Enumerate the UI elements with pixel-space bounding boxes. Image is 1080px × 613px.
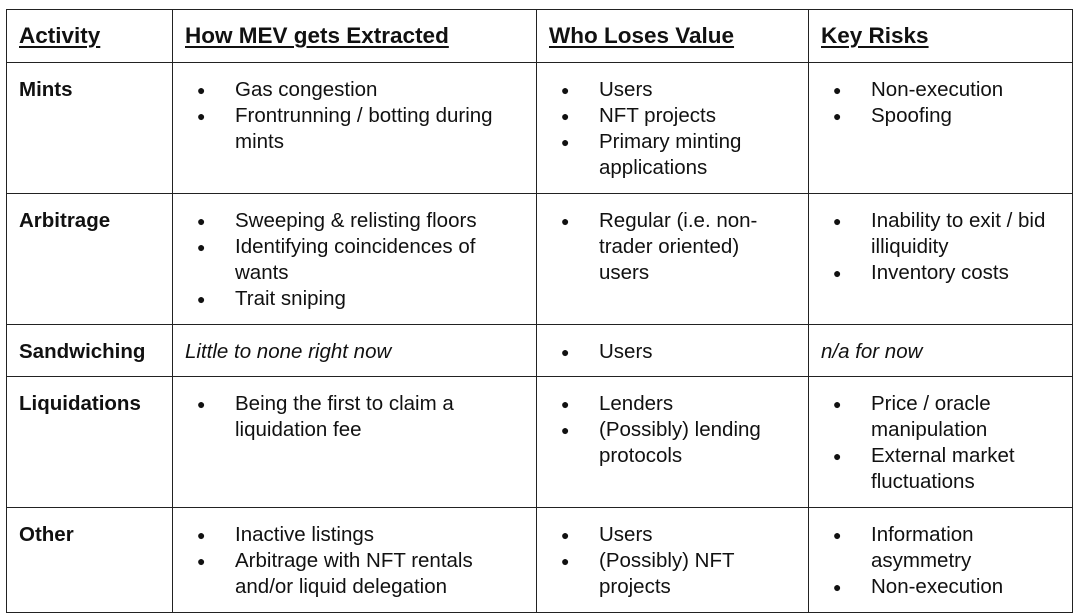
- activity-cell: Liquidations: [6, 376, 173, 508]
- how-cell: ● Sweeping & relisting floors ● Identifyin…: [172, 193, 537, 325]
- list-item: ● Information asymmetry: [833, 523, 974, 572]
- list-item: ● Trait sniping: [197, 287, 346, 310]
- list-item: ● Inability to exit / bid illiquidity: [833, 209, 1046, 258]
- bullet-icon: ●: [833, 265, 842, 281]
- header-key-risks: Key Risks: [808, 9, 1073, 63]
- bullet-icon: ●: [197, 108, 206, 124]
- how-cell: ● Inactive listings ● Arbitrage with NFT r…: [172, 507, 537, 613]
- table-row: Sandwiching Little to none right now ● Us…: [6, 324, 1073, 377]
- list-item: ● External market fluctuations: [833, 444, 1015, 493]
- list-item: ● Users: [561, 523, 653, 546]
- bullet-icon: ●: [833, 527, 842, 543]
- bullet-icon: ●: [197, 239, 206, 255]
- bullet-icon: ●: [197, 527, 206, 543]
- list-item: ● Inactive listings: [197, 523, 375, 546]
- activity-cell: Arbitrage: [6, 193, 173, 325]
- who-cell: ● Lenders ● (Possibly) lending protocols: [536, 376, 809, 508]
- bullet-icon: ●: [833, 448, 842, 464]
- activity-cell: Other: [6, 507, 173, 613]
- bullet-icon: ●: [197, 291, 206, 307]
- bullet-icon: ●: [833, 82, 842, 98]
- who-cell: ● Users ● NFT projects ● Primary minting ap…: [536, 62, 809, 194]
- list-item: ● (Possibly) lending protocols: [561, 418, 761, 467]
- bullet-icon: ●: [833, 108, 842, 124]
- list-item: ● Sweeping & relisting floors: [197, 209, 477, 232]
- bullet-icon: ●: [833, 396, 842, 412]
- risks-note-cell: n/a for now: [808, 324, 1073, 377]
- list-item: ● Gas congestion: [197, 78, 378, 101]
- list-item: ● Inventory costs: [833, 261, 1009, 284]
- bullet-icon: ●: [561, 344, 570, 360]
- list-item: ● Frontrunning / botting during mints: [197, 104, 493, 153]
- list-item: ● Users: [561, 340, 653, 363]
- activity-cell: Sandwiching: [6, 324, 173, 377]
- risks-cell: ● Non-execution ● Spoofing: [808, 62, 1073, 194]
- who-cell: ● Users: [536, 324, 809, 377]
- table-row: Mints ● Gas congestion ● Frontrunning / bo…: [6, 62, 1073, 194]
- bullet-icon: ●: [561, 422, 570, 438]
- who-cell: ● Users ● (Possibly) NFT projects: [536, 507, 809, 613]
- list-item: ● Regular (i.e. non-trader oriented) user…: [561, 209, 758, 284]
- header-how-mev-extracted: How MEV gets Extracted: [172, 9, 537, 63]
- bullet-icon: ●: [561, 527, 570, 543]
- list-item: ● (Possibly) NFT projects: [561, 549, 735, 598]
- list-item: ● Price / oracle manipulation: [833, 392, 991, 441]
- list-item: ● Non-execution: [833, 575, 1004, 598]
- list-item: ● Primary minting applications: [561, 130, 742, 179]
- activity-cell: Mints: [6, 62, 173, 194]
- table-row: Arbitrage ● Sweeping & relisting floors ●…: [6, 193, 1073, 325]
- bullet-icon: ●: [197, 396, 206, 412]
- table-row: Liquidations ● Being the first to claim a…: [6, 376, 1073, 508]
- mev-activity-table: Activity How MEV gets Extracted Who Lose…: [6, 9, 1073, 613]
- header-row: Activity How MEV gets Extracted Who Lose…: [6, 9, 1073, 63]
- risks-cell: ● Price / oracle manipulation ● External m…: [808, 376, 1073, 508]
- list-item: ● Being the first to claim a liquidation …: [197, 392, 454, 441]
- bullet-icon: ●: [197, 213, 206, 229]
- how-note-cell: Little to none right now: [172, 324, 537, 377]
- how-cell: ● Being the first to claim a liquidation …: [172, 376, 537, 508]
- how-cell: ● Gas congestion ● Frontrunning / botting …: [172, 62, 537, 194]
- bullet-icon: ●: [833, 213, 842, 229]
- bullet-icon: ●: [561, 108, 570, 124]
- bullet-icon: ●: [833, 579, 842, 595]
- risks-cell: ● Inability to exit / bid illiquidity ● In…: [808, 193, 1073, 325]
- list-item: ● Lenders: [561, 392, 674, 415]
- bullet-icon: ●: [561, 82, 570, 98]
- who-cell: ● Regular (i.e. non-trader oriented) user…: [536, 193, 809, 325]
- header-who-loses-value: Who Loses Value: [536, 9, 809, 63]
- table-row: Other ● Inactive listings ● Arbitrage with…: [6, 507, 1073, 613]
- bullet-icon: ●: [561, 553, 570, 569]
- list-item: ● Users: [561, 78, 653, 101]
- list-item: ● Non-execution: [833, 78, 1004, 101]
- risks-cell: ● Information asymmetry ● Non-execution: [808, 507, 1073, 613]
- list-item: ● Identifying coincidences of wants: [197, 235, 476, 284]
- bullet-icon: ●: [197, 82, 206, 98]
- bullet-icon: ●: [561, 396, 570, 412]
- header-activity: Activity: [6, 9, 173, 63]
- bullet-icon: ●: [561, 213, 570, 229]
- bullet-icon: ●: [197, 553, 206, 569]
- bullet-icon: ●: [561, 134, 570, 150]
- list-item: ● NFT projects: [561, 104, 716, 127]
- list-item: ● Arbitrage with NFT rentals and/or liqui…: [197, 549, 473, 598]
- list-item: ● Spoofing: [833, 104, 952, 127]
- table-container: Activity How MEV gets Extracted Who Lose…: [6, 9, 1073, 613]
